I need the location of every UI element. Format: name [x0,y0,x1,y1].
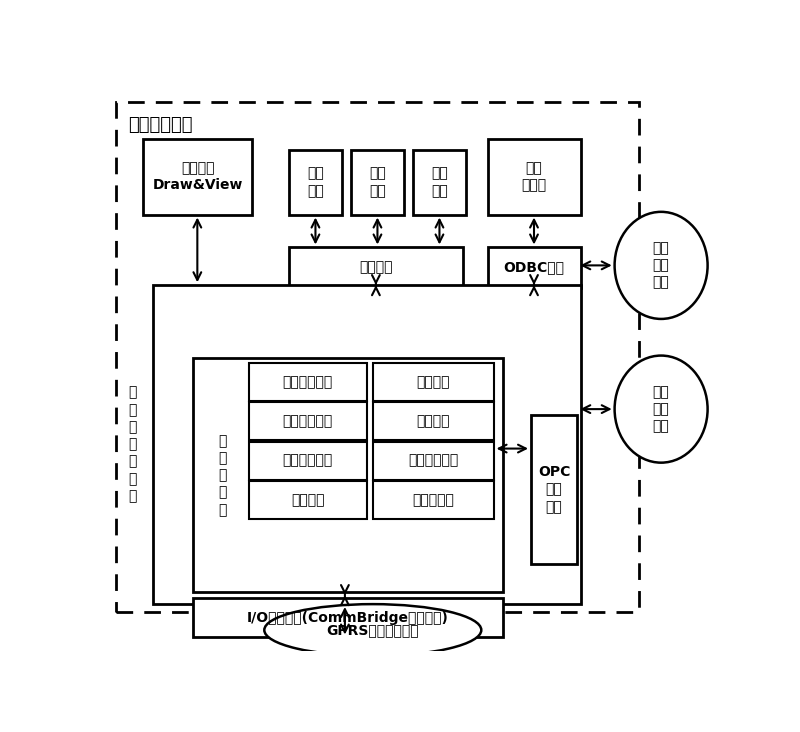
Bar [413,150,466,214]
Bar [153,285,581,604]
Text: 网络通讯: 网络通讯 [417,414,450,428]
Text: 历史数据处理: 历史数据处理 [282,414,333,428]
Text: OPC
通信
服务: OPC 通信 服务 [538,465,570,514]
Ellipse shape [264,604,482,656]
Bar [193,359,503,592]
Bar [531,415,578,564]
Bar [249,363,366,400]
Text: 参数
报警: 参数 报警 [307,167,324,198]
Text: 报警处理: 报警处理 [291,493,325,507]
Bar [373,403,494,440]
Bar [373,481,494,519]
Ellipse shape [614,212,708,319]
Text: 供热
负荷
预报: 供热 负荷 预报 [653,241,670,290]
Text: 控件接口: 控件接口 [359,261,393,274]
Text: 监控中心软件: 监控中心软件 [128,116,193,134]
Text: 实时
趋势: 实时 趋势 [431,167,448,198]
Bar [143,138,252,214]
Bar [115,102,639,612]
Bar [193,598,503,638]
Bar [249,403,366,440]
Bar [289,247,462,288]
Bar [487,247,581,288]
Text: 力
控
实
时
数
据
库: 力 控 实 时 数 据 库 [128,386,137,503]
Bar [373,442,494,479]
Text: 数
据
库
内
核: 数 据 库 内 核 [218,434,227,517]
Bar [289,150,342,214]
Text: 冗余处理: 冗余处理 [417,375,450,389]
Text: 历史
趋势: 历史 趋势 [369,167,386,198]
Text: GPRS无线通信网络: GPRS无线通信网络 [326,623,419,637]
Text: 关系
数据库: 关系 数据库 [522,161,546,193]
Bar [249,481,366,519]
Text: 实时数据处理: 实时数据处理 [282,375,333,389]
Text: 运算、控制: 运算、控制 [412,493,454,507]
Bar [373,363,494,400]
Text: ODBC接口: ODBC接口 [503,261,565,274]
Ellipse shape [614,356,708,463]
Bar [351,150,404,214]
Text: 统计数据处理: 统计数据处理 [282,454,333,468]
Bar [487,138,581,214]
Text: 界面系统
Draw&View: 界面系统 Draw&View [153,161,243,193]
Text: 其它处理功能: 其它处理功能 [408,454,458,468]
Text: I/O通信接口(CommBridge扩展组件): I/O通信接口(CommBridge扩展组件) [247,610,449,624]
Text: 节能
控制
算法: 节能 控制 算法 [653,385,670,433]
Bar [249,442,366,479]
